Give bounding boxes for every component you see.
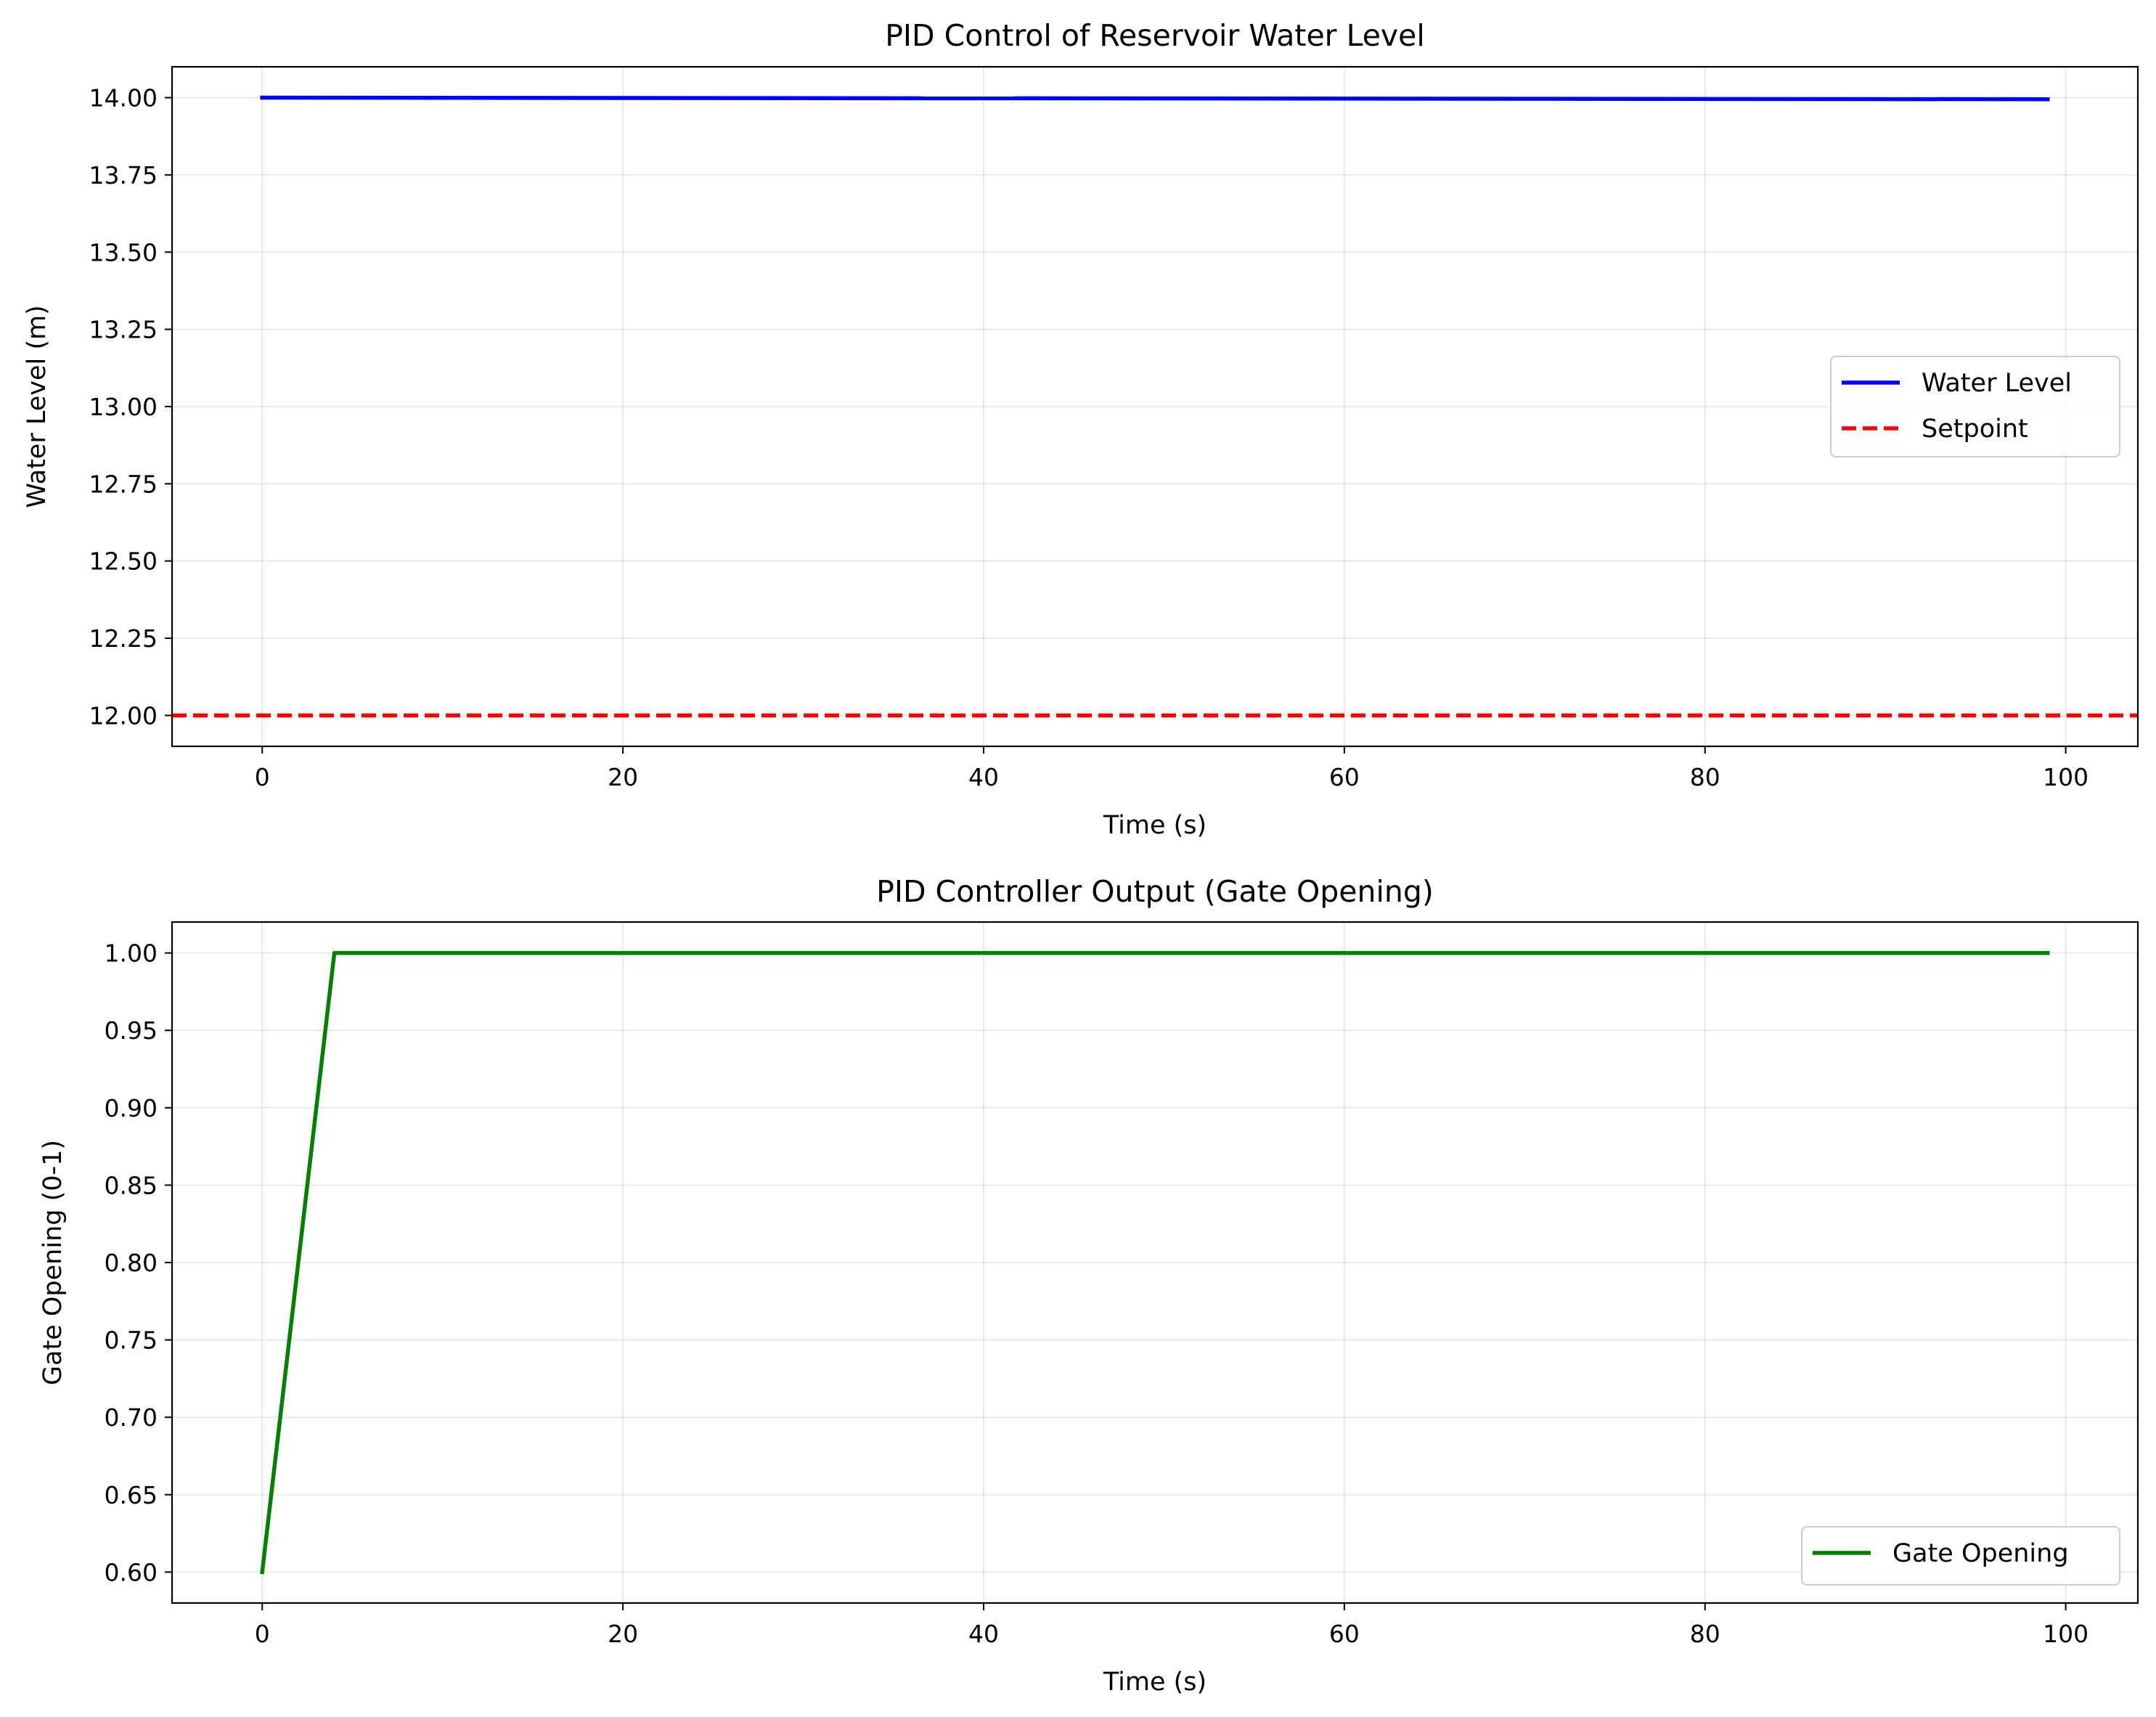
x-tick-label: 100 [2043,763,2088,791]
x-axis-label: Time (s) [1103,1668,1206,1697]
y-tick-label: 0.60 [105,1558,158,1586]
y-tick-label: 13.50 [89,238,158,266]
y-axis-label: Water Level (m) [23,305,52,508]
legend: Gate Opening [1801,1526,2120,1586]
legend-label: Gate Opening [1892,1539,2069,1568]
chart-title: PID Control of Reservoir Water Level [885,18,1425,53]
y-tick-label: 12.00 [89,701,158,730]
x-tick-label: 40 [968,1620,999,1648]
y-tick-label: 0.70 [105,1403,158,1432]
legend-label: Setpoint [1922,415,2028,444]
legend-box [1801,1526,2120,1586]
x-tick-label: 60 [1329,763,1360,791]
x-tick-label: 0 [255,1620,270,1648]
y-tick-label: 1.00 [105,939,158,968]
series-line-gate-opening [260,950,2050,1575]
y-tick-label: 0.90 [105,1094,158,1122]
x-axis-label: Time (s) [1103,811,1206,840]
x-tick-label: 40 [968,763,999,791]
legend-label: Water Level [1922,369,2072,398]
legend: Water Level Setpoint [1830,356,2120,457]
chart-2: 0 20 40 60 80 100 0.60 0.65 0.70 0.75 0.80 0.85 0.90… [38,874,2139,1697]
x-tick-label: 80 [1690,763,1720,791]
x-tick-label: 100 [2043,1620,2088,1648]
chart-1: 0 20 40 60 80 100 12.00 12.25 12.50 12.75 13.00 13.… [23,18,2139,840]
y-tick-label: 12.75 [89,470,158,498]
x-tick-label: 60 [1329,1620,1360,1648]
x-tick-label: 0 [255,763,270,791]
legend-box [1830,356,2120,457]
y-tick-label: 12.50 [89,547,158,576]
y-tick-label: 0.75 [105,1326,158,1355]
y-tick-label: 13.75 [89,161,158,189]
y-tick-label: 0.80 [105,1249,158,1277]
y-tick-label: 0.65 [105,1481,158,1509]
x-tick-label: 20 [608,1620,638,1648]
y-tick-label: 13.25 [89,316,158,344]
y-tick-label: 14.00 [89,84,158,113]
chart-title: PID Controller Output (Gate Opening) [876,874,1434,909]
y-tick-label: 0.85 [105,1171,158,1199]
y-tick-label: 13.00 [89,393,158,421]
x-tick-label: 20 [608,763,638,791]
x-tick-label: 80 [1690,1620,1720,1648]
y-tick-label: 12.25 [89,624,158,653]
y-tick-label: 0.95 [105,1016,158,1045]
series-line-water-level [260,95,2050,102]
y-axis-label: Gate Opening (0-1) [38,1140,68,1385]
